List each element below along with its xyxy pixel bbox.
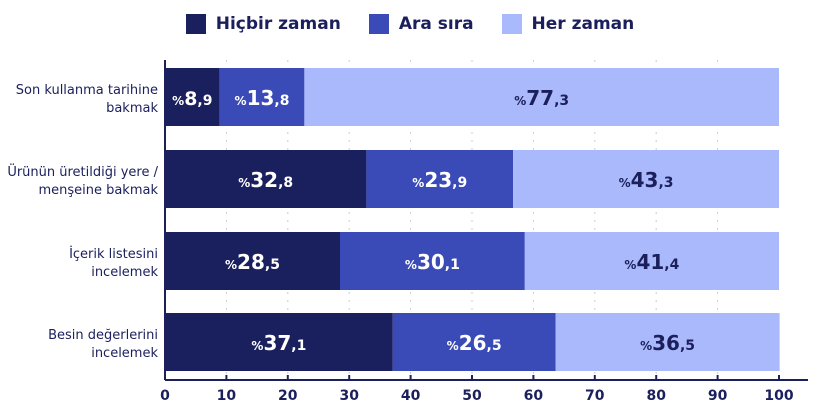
x-tick-label: 40 xyxy=(401,388,421,404)
legend-item-never: Hiçbir zaman xyxy=(185,14,341,34)
bar-segment xyxy=(339,232,525,290)
data-label: %41,4 xyxy=(624,250,679,274)
bar-segment xyxy=(165,150,367,208)
category-label: bakmak xyxy=(106,101,158,116)
category-label: menşeine bakmak xyxy=(38,183,158,198)
category-label: Ürünün üretildiği yere / xyxy=(7,163,158,180)
bar-segment xyxy=(165,68,220,126)
data-label: %77,3 xyxy=(514,86,569,110)
data-label: %23,9 xyxy=(412,168,467,192)
legend-swatch xyxy=(185,14,206,34)
bar-segment xyxy=(219,68,305,126)
category-label: incelemek xyxy=(91,265,158,280)
bar-segment xyxy=(304,68,779,126)
category-label: incelemek xyxy=(91,346,158,361)
category-label: İçerik listesini xyxy=(69,246,158,262)
legend-item-sometimes: Ara sıra xyxy=(368,14,474,34)
category-label: Son kullanma tarihine xyxy=(16,83,158,98)
bar-segment xyxy=(555,313,780,371)
data-label: %13,8 xyxy=(235,86,290,110)
legend-item-always: Her zaman xyxy=(501,14,635,34)
bar-segment xyxy=(392,313,556,371)
legend: Hiçbir zaman Ara sıra Her zaman xyxy=(0,14,820,34)
data-label: %30,1 xyxy=(405,250,460,274)
legend-swatch xyxy=(501,14,522,34)
x-tick-label: 80 xyxy=(646,388,666,404)
data-label: %32,8 xyxy=(238,168,293,192)
data-label: %26,5 xyxy=(447,331,502,355)
legend-label: Her zaman xyxy=(531,14,635,34)
bar-segment xyxy=(524,232,779,290)
data-label: %37,1 xyxy=(251,331,306,355)
x-tick-label: 50 xyxy=(462,388,482,404)
data-label: %43,3 xyxy=(619,168,674,192)
legend-label: Hiçbir zaman xyxy=(215,14,341,34)
data-label: %28,5 xyxy=(225,250,280,274)
bar-segment xyxy=(366,150,514,208)
bar-segment xyxy=(165,232,340,290)
bar-segment xyxy=(165,313,393,371)
x-tick-label: 30 xyxy=(339,388,359,404)
data-label: %36,5 xyxy=(640,331,695,355)
legend-swatch xyxy=(368,14,389,34)
x-tick-label: 70 xyxy=(585,388,605,404)
x-tick-label: 0 xyxy=(160,388,170,404)
x-tick-label: 20 xyxy=(278,388,298,404)
x-tick-label: 60 xyxy=(524,388,544,404)
data-label: %8,9 xyxy=(172,88,212,110)
x-tick-label: 90 xyxy=(708,388,728,404)
category-label: Besin değerlerini xyxy=(48,328,158,343)
bar-segment xyxy=(513,150,779,208)
x-tick-label: 10 xyxy=(217,388,237,404)
legend-label: Ara sıra xyxy=(398,14,474,34)
x-tick-label: 100 xyxy=(764,388,793,404)
